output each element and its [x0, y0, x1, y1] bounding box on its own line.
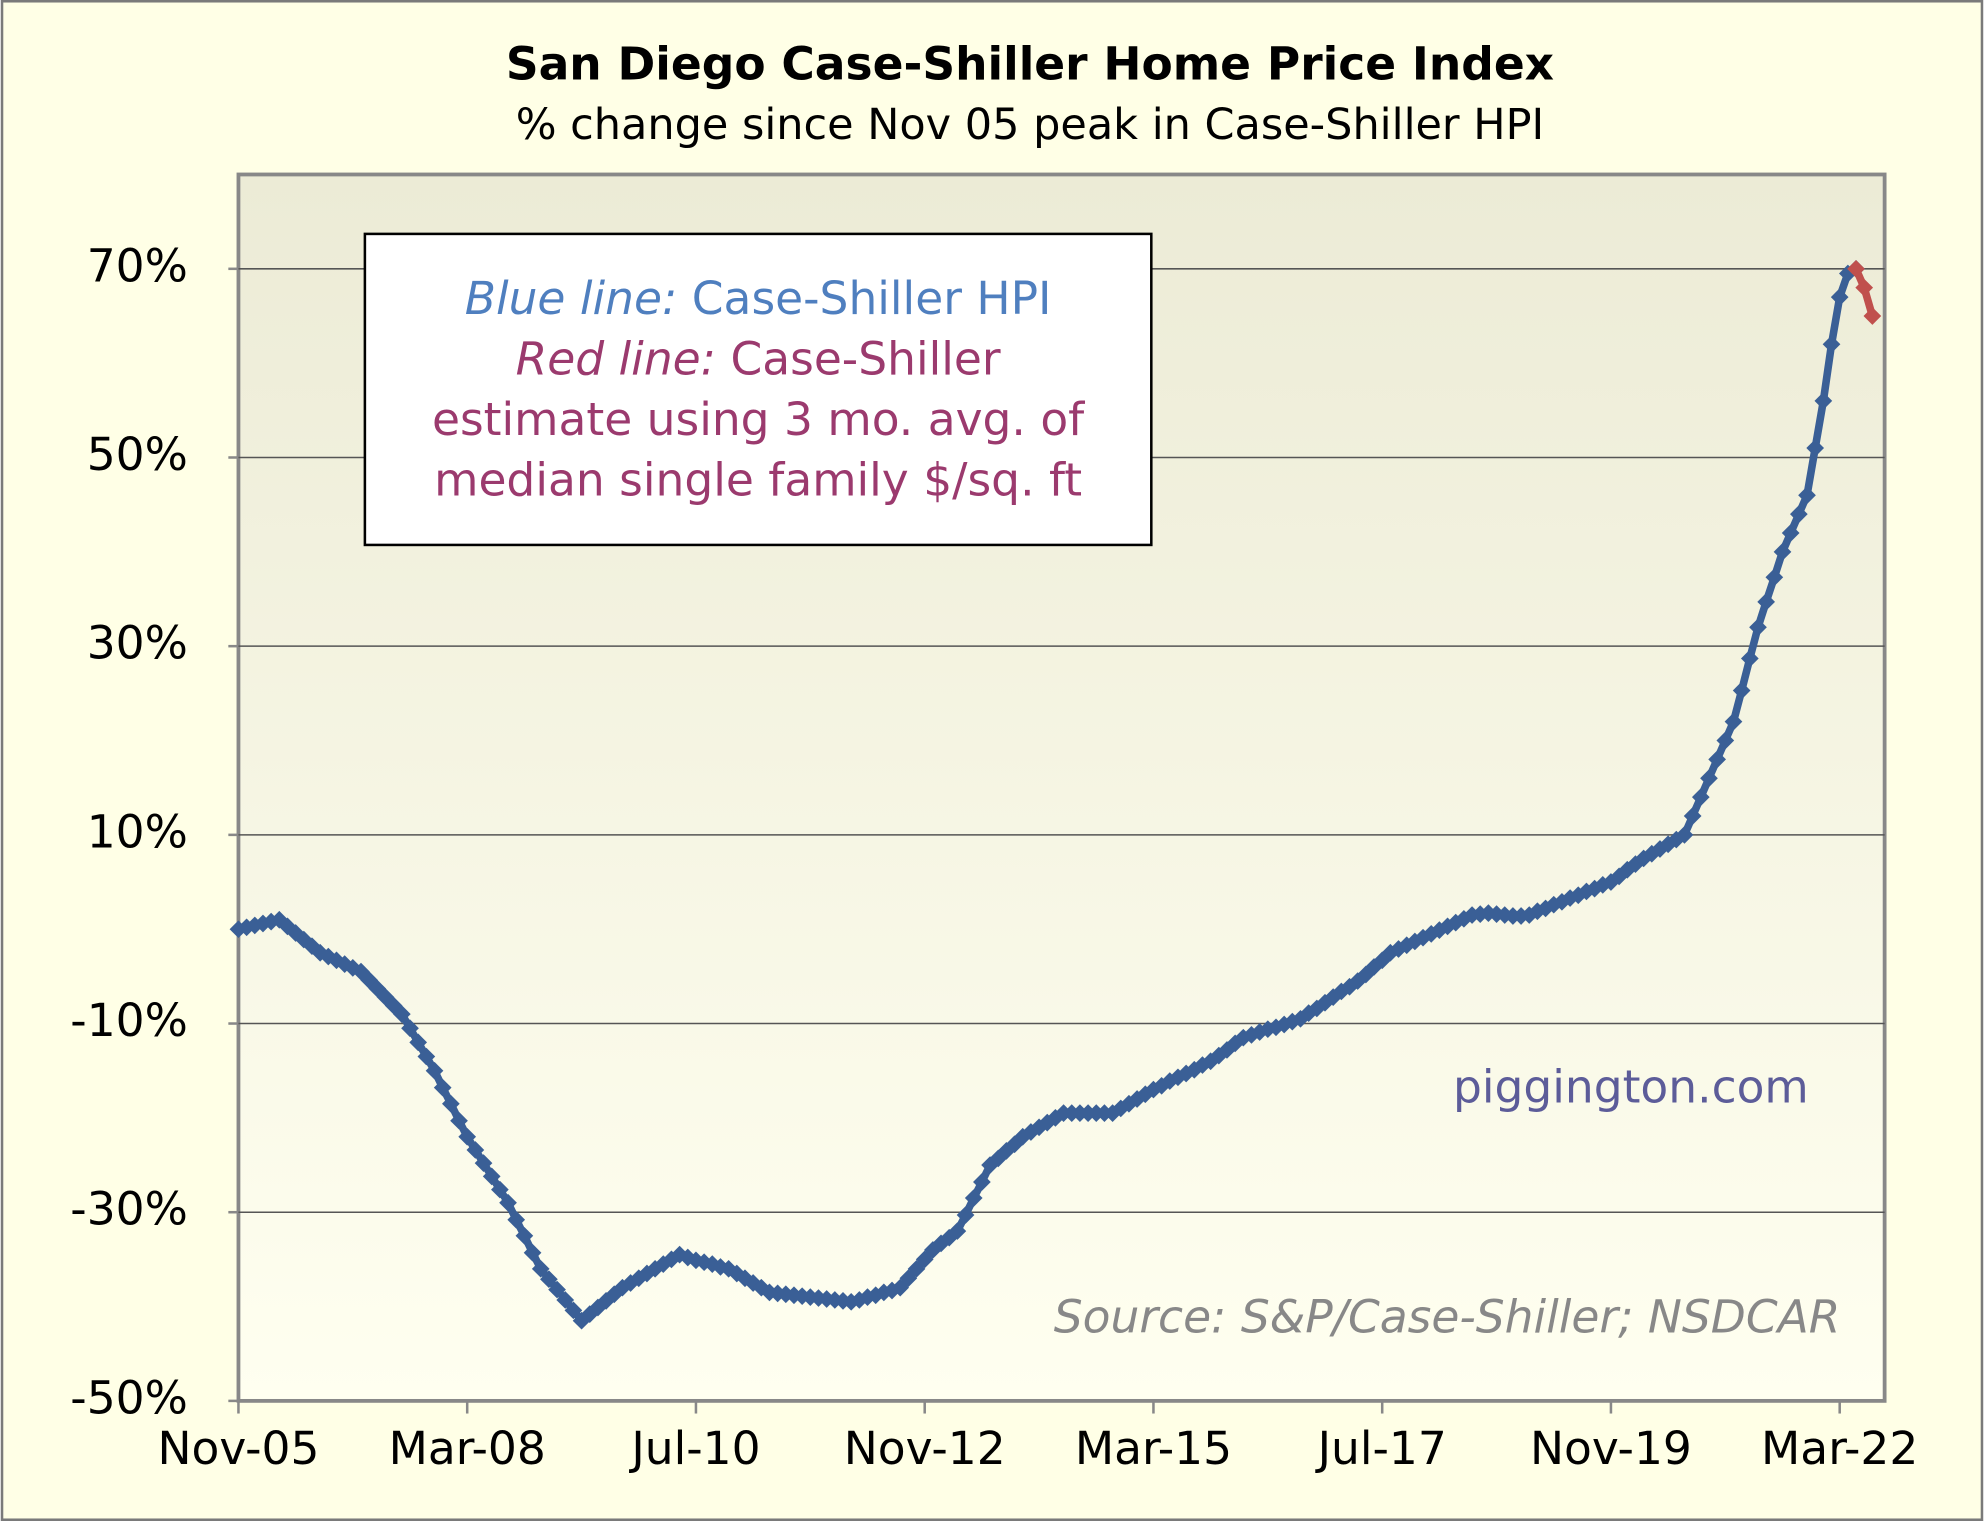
data-point: [442, 1094, 460, 1113]
data-point: [842, 1292, 861, 1311]
data-point: [1773, 542, 1792, 561]
y-tick-label: 30%: [87, 617, 188, 670]
data-point: [875, 1283, 893, 1302]
y-tick-label: 70%: [87, 239, 188, 292]
data-point: [1144, 1080, 1163, 1099]
data-point: [1708, 750, 1726, 769]
annotation-line: Blue line: Case-Shiller HPI: [465, 271, 1052, 324]
x-tick-label: Nov-19: [1530, 1422, 1692, 1475]
annotation-text: estimate using 3 mo. avg. of: [432, 393, 1085, 446]
x-tick-label: Nov-12: [844, 1422, 1006, 1475]
data-point: [850, 1291, 869, 1309]
data-point: [973, 1173, 991, 1191]
annotation-box: [363, 232, 1153, 547]
annotation-line: Red line: Case-Shiller: [516, 332, 1001, 385]
annotation-label: Blue line:: [465, 271, 678, 324]
data-point: [597, 1292, 615, 1310]
data-point: [907, 1259, 926, 1278]
watermark: piggington.com: [1453, 1060, 1809, 1113]
y-tick-label: -10%: [70, 994, 188, 1047]
annotation-text: Case-Shiller: [730, 332, 1000, 385]
data-point: [1732, 681, 1751, 700]
data-point: [458, 1127, 477, 1146]
data-point: [1700, 769, 1718, 788]
chart-subtitle: % change since Nov 05 peak in Case-Shill…: [516, 100, 1544, 150]
source-note: Source: S&P/Case-Shiller; NSDCAR: [1054, 1290, 1841, 1343]
x-tick-label: Mar-08: [389, 1422, 546, 1475]
data-point: [1798, 486, 1816, 505]
chart-title: San Diego Case-Shiller Home Price Index: [506, 38, 1554, 91]
annotation-text: median single family $/sq. ft: [434, 453, 1082, 506]
y-tick-label: 10%: [87, 805, 188, 858]
data-point: [613, 1278, 632, 1297]
data-point: [548, 1280, 566, 1299]
data-point: [964, 1189, 983, 1207]
data-point: [1855, 278, 1874, 297]
x-tick-label: Mar-22: [1761, 1422, 1918, 1475]
y-tick-label: -30%: [70, 1183, 188, 1236]
data-point: [401, 1019, 419, 1038]
data-point: [417, 1047, 436, 1066]
data-point: [1830, 288, 1849, 306]
x-tick-label: Nov-05: [158, 1422, 320, 1475]
data-point: [507, 1210, 526, 1229]
annotation-text: Case-Shiller HPI: [692, 271, 1052, 324]
x-tick-label: Mar-15: [1075, 1422, 1232, 1475]
annotation-label: Red line:: [516, 332, 716, 385]
data-point: [956, 1206, 975, 1224]
y-tick-label: -50%: [70, 1371, 188, 1424]
x-tick-label: Jul-17: [1315, 1422, 1447, 1475]
y-tick-label: 50%: [87, 428, 188, 481]
data-point: [1740, 649, 1759, 668]
x-tick-label: Jul-10: [628, 1422, 760, 1475]
data-point: [1691, 788, 1710, 806]
data-point: [482, 1167, 501, 1186]
data-point: [572, 1311, 591, 1330]
data-point: [1683, 807, 1702, 825]
data-point: [1822, 335, 1841, 354]
data-point: [687, 1251, 705, 1270]
